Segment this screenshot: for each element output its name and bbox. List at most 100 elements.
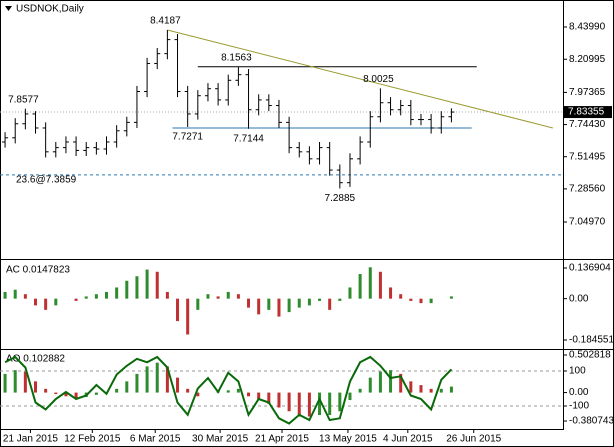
histogram-bar [307, 298, 311, 306]
y-tick-label: 100 [569, 366, 586, 377]
last-price-label: 7.83355 [568, 107, 605, 118]
histogram-bar [135, 373, 139, 393]
price-annotation: 7.7271 [172, 132, 203, 143]
histogram-bar [155, 362, 159, 393]
histogram-bar [318, 392, 322, 415]
histogram-bar [267, 392, 271, 404]
histogram-bar [34, 298, 38, 306]
x-tick-label: 21 Jan 2015 [3, 434, 58, 445]
histogram-bar [429, 388, 433, 393]
histogram-bar [23, 294, 27, 299]
histogram-bar [328, 298, 332, 310]
oscillator-line [4, 355, 453, 425]
x-tick-label: 30 Mar 2015 [192, 434, 249, 445]
histogram-bar [358, 388, 362, 393]
histogram-bar [145, 269, 149, 299]
histogram-bar [257, 392, 261, 401]
price-annotation: 8.0025 [363, 74, 394, 85]
menu-arrow [5, 6, 12, 11]
histogram-bar [399, 294, 403, 299]
histogram-bar [338, 392, 342, 412]
histogram-bar [44, 388, 48, 393]
histogram-bar [277, 298, 281, 317]
histogram-bar [409, 298, 413, 301]
x-tick-label: 12 Feb 2015 [64, 434, 121, 445]
histogram-bar [105, 291, 109, 299]
histogram-bar [328, 392, 332, 415]
histogram-bar [3, 291, 7, 299]
histogram-bar [297, 298, 301, 308]
histogram-bar [196, 392, 200, 397]
histogram-bar [348, 287, 352, 299]
histogram-bar [34, 381, 38, 393]
histogram-bar [277, 392, 281, 408]
histogram-bar [358, 274, 362, 299]
last-price-box [564, 106, 612, 119]
histogram-bar [3, 373, 7, 393]
chart-title: USDNOK,Daily [16, 4, 84, 15]
histogram-bar [399, 373, 403, 393]
histogram-bar [348, 392, 352, 401]
fib-label: 23.6@7.3859 [16, 174, 77, 185]
x-tick-label: 4 Jun 2015 [383, 434, 433, 445]
ac-label: AC 0.0147823 [6, 265, 70, 276]
histogram-bar [186, 298, 190, 335]
histogram-bar [419, 385, 423, 393]
histogram-bar [287, 392, 291, 412]
y-tick-label: 7.51495 [569, 151, 606, 162]
histogram-bar [13, 370, 17, 393]
histogram-bar [84, 296, 88, 299]
histogram-bar [165, 291, 169, 299]
y-tick-label: 8.43990 [569, 22, 606, 33]
histogram-bar [226, 291, 230, 299]
histogram-bar [267, 298, 271, 310]
y-tick-label: 0.136904 [569, 263, 611, 274]
histogram-bar [247, 392, 251, 397]
y-tick-label: -0.184551 [569, 335, 614, 346]
histogram-bar [23, 371, 27, 393]
histogram-bar [94, 392, 98, 395]
histogram-bar [64, 392, 68, 397]
histogram-bar [378, 271, 382, 299]
histogram-bar [368, 377, 372, 393]
x-tick-label: 26 Jun 2015 [446, 434, 501, 445]
histogram-bar [368, 267, 372, 299]
histogram-bar [74, 392, 78, 399]
histogram-bar [307, 392, 311, 417]
histogram-bar [236, 388, 240, 393]
histogram-bar [378, 371, 382, 393]
ao-label: AO 0.102882 [6, 354, 65, 365]
histogram-bar [226, 390, 230, 393]
price-annotation: 7.8577 [8, 94, 39, 105]
histogram-bar [247, 298, 251, 308]
y-tick-label: 7.04970 [569, 217, 606, 228]
histogram-bar [389, 370, 393, 393]
histogram-bar [115, 388, 119, 393]
y-tick-label: 0.00 [569, 293, 589, 304]
histogram-bar [216, 296, 220, 299]
histogram-bar [409, 381, 413, 393]
x-tick-label: 6 Mar 2015 [130, 434, 181, 445]
histogram-bar [155, 271, 159, 299]
histogram-bar [389, 287, 393, 299]
histogram-bar [135, 276, 139, 299]
histogram-bar [449, 386, 453, 393]
histogram-bar [318, 298, 322, 301]
x-tick-label: 21 Apr 2015 [255, 434, 309, 445]
histogram-bar [186, 388, 190, 393]
histogram-bar [115, 287, 119, 299]
y-tick-label: 7.28560 [569, 184, 606, 195]
histogram-bar [287, 298, 291, 313]
y-tick-label: -0.380743 [569, 416, 614, 427]
histogram-bar [44, 298, 48, 310]
price-annotation: 7.7144 [233, 133, 264, 144]
trendline [167, 29, 553, 129]
price-annotation: 8.1563 [221, 52, 252, 63]
histogram-bar [297, 392, 301, 415]
histogram-bar [13, 289, 17, 299]
histogram-bar [125, 381, 129, 393]
histogram-bar [94, 294, 98, 299]
histogram-bar [74, 298, 78, 301]
